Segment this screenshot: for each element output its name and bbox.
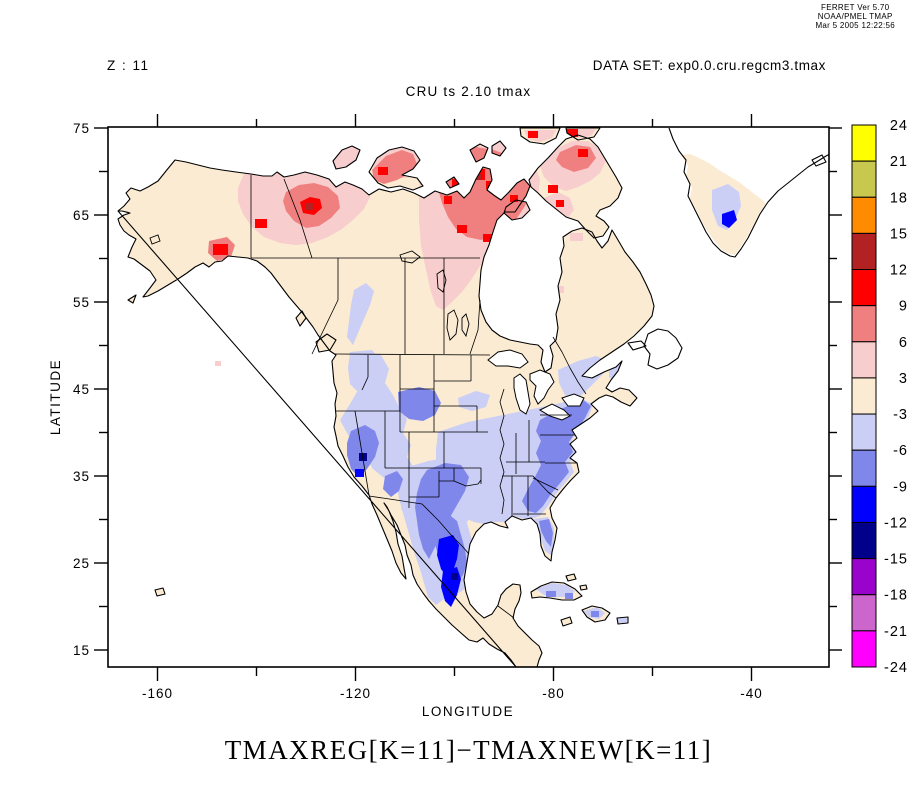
colorbar-segment bbox=[851, 341, 877, 379]
ferret-version: FERRET Ver 5.70 bbox=[821, 3, 890, 12]
ferret-stamp: FERRET Ver 5.70 NOAA/PMEL TMAP Mar 5 200… bbox=[815, 3, 895, 30]
colorbar-label: -18 bbox=[884, 588, 908, 604]
coastlines bbox=[117, 127, 829, 667]
colorbar-label: 3 bbox=[899, 371, 908, 387]
z-level-label: Z : 11 bbox=[107, 58, 150, 73]
colorbar-label: -15 bbox=[884, 552, 908, 568]
colorbar-label: 24 bbox=[890, 118, 908, 134]
political-borders bbox=[250, 175, 587, 619]
ferret-date: Mar 5 2005 12:22:56 bbox=[815, 21, 895, 30]
colorbar-segment bbox=[851, 232, 877, 271]
colorbar-label: -9 bbox=[893, 479, 908, 495]
colorbar-label: 6 bbox=[899, 335, 908, 351]
ocean-speck bbox=[215, 361, 221, 366]
dataset-label: DATA SET: exp0.0.cru.regcm3.tmax bbox=[592, 58, 826, 73]
great-lakes bbox=[487, 349, 585, 421]
colorbar-segment bbox=[851, 305, 877, 343]
y-tick-label: 35 bbox=[73, 469, 90, 484]
colorbar-segment bbox=[851, 196, 877, 234]
colorbar-segment bbox=[851, 449, 877, 487]
plot-frame bbox=[107, 126, 830, 668]
colorbar: 24 21 18 15 12 9 6 3 -3 -6 -9 -12 -15 -18 -21 -24 bbox=[851, 118, 908, 676]
colorbar-segment bbox=[851, 377, 877, 415]
colorbar-segment bbox=[851, 594, 877, 632]
plot-title: CRU ts 2.10 tmax bbox=[405, 84, 532, 99]
ferret-org: NOAA/PMEL TMAP bbox=[817, 12, 893, 21]
colorbar-segment bbox=[851, 521, 877, 560]
colorbar-segment bbox=[851, 124, 877, 162]
colorbar-label: -6 bbox=[893, 443, 908, 459]
colorbar-segment bbox=[851, 485, 877, 523]
y-tick-label: 75 bbox=[73, 121, 90, 136]
colorbar-label: 18 bbox=[890, 190, 908, 206]
colorbar-segment bbox=[851, 630, 877, 668]
x-tick-label: -40 bbox=[740, 686, 763, 701]
y-tick-label: 45 bbox=[73, 382, 90, 397]
colorbar-label: 21 bbox=[890, 154, 908, 170]
axis-ticks: -160 -120 -80 -40 75 65 55 45 35 25 15 bbox=[73, 114, 842, 701]
colorbar-label: 12 bbox=[890, 263, 908, 279]
colorbar-label: 15 bbox=[890, 226, 908, 242]
y-tick-label: 25 bbox=[73, 556, 90, 571]
colorbar-label: 9 bbox=[899, 299, 908, 315]
northern-lakes bbox=[149, 234, 470, 341]
x-tick-label: -80 bbox=[542, 686, 565, 701]
colorbar-segment bbox=[851, 558, 877, 596]
y-axis-title: LATITUDE bbox=[48, 359, 63, 435]
colorbar-label: -24 bbox=[884, 660, 908, 676]
x-tick-label: -120 bbox=[340, 686, 371, 701]
colorbar-label: -12 bbox=[884, 515, 908, 531]
y-tick-label: 65 bbox=[73, 208, 90, 223]
y-tick-label: 55 bbox=[73, 295, 90, 310]
greenland-coast bbox=[668, 127, 829, 258]
x-tick-label: -160 bbox=[142, 686, 173, 701]
colorbar-label: -3 bbox=[893, 407, 908, 423]
variable-formula: TMAXREG[K=11]−TMAXNEW[K=11] bbox=[224, 735, 713, 765]
colorbar-segment bbox=[851, 413, 877, 451]
x-axis-title: LONGITUDE bbox=[422, 704, 514, 719]
colorbar-segment bbox=[851, 160, 877, 198]
y-tick-label: 15 bbox=[73, 643, 90, 658]
colorbar-label: -21 bbox=[884, 624, 908, 640]
colorbar-segment bbox=[851, 269, 877, 307]
